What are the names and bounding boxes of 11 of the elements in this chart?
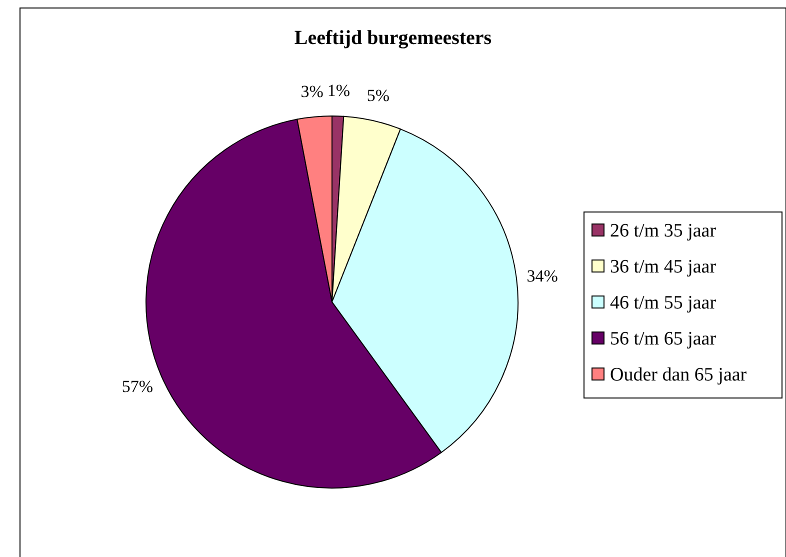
legend-label: 56 t/m 65 jaar bbox=[610, 328, 717, 350]
legend-label: 26 t/m 35 jaar bbox=[610, 220, 717, 242]
data-label: 5% bbox=[366, 86, 390, 106]
data-label: 34% bbox=[526, 266, 558, 286]
chart-title: Leeftijd burgemeesters bbox=[294, 27, 492, 49]
legend-label: 46 t/m 55 jaar bbox=[610, 292, 717, 314]
data-label: 3% bbox=[300, 82, 324, 101]
data-label: 57% bbox=[122, 377, 154, 396]
data-label: 1% bbox=[327, 81, 350, 100]
legend-label: Ouder dan 65 jaar bbox=[610, 364, 748, 386]
legend-label: 36 t/m 45 jaar bbox=[610, 256, 717, 278]
